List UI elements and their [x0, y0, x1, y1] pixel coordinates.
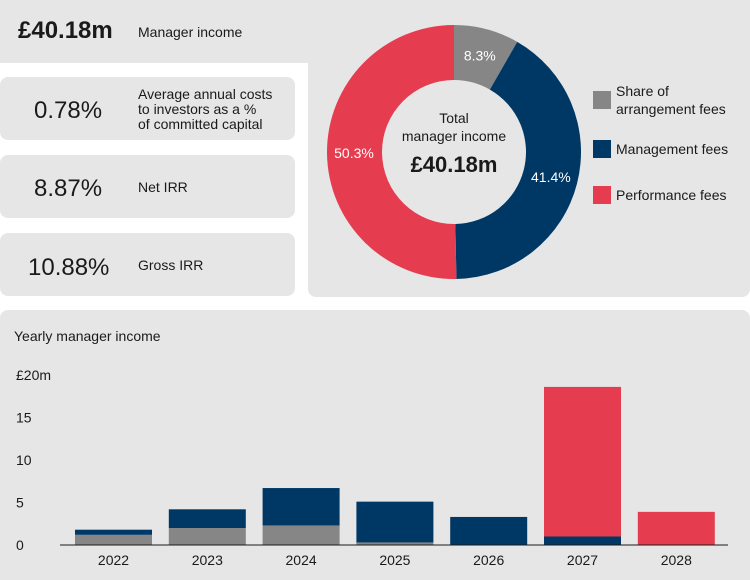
donut-panel: 8.3% 41.4% 50.3% Total manager income £40.… — [308, 0, 750, 297]
x-tick-label-2026: 2026 — [473, 552, 504, 568]
x-tick-label-2024: 2024 — [286, 552, 317, 568]
headline-label: Manager income — [138, 24, 243, 40]
bar-2027-1 — [544, 536, 621, 545]
bar-2023-1 — [168, 509, 246, 528]
donut-slice-2 — [327, 25, 457, 279]
kpi-label-net-irr: Net IRR — [138, 179, 188, 195]
bar-2028-2 — [637, 511, 715, 545]
kpi-label-costs-line-2: to investors as a % — [138, 101, 257, 117]
y-tick-label-3: 15 — [16, 410, 32, 426]
donut-slice-label-1: 41.4% — [531, 169, 571, 185]
bar-2022-0 — [75, 534, 152, 545]
yearly-income-chart: Yearly manager income 0 5 10 15 £20m 2022 202… — [14, 328, 728, 568]
headline-panel: £40.18m Manager income — [0, 0, 308, 63]
y-tick-label-2: 10 — [16, 452, 32, 468]
donut-center-label-1: Total — [439, 110, 469, 126]
y-tick-label-0: 0 — [16, 537, 24, 553]
kpi-label-costs-line-1: Average annual costs — [138, 86, 273, 102]
kpi-label-costs: Average annual costs to investors as a %… — [138, 87, 272, 132]
donut-slice-label-2: 50.3% — [334, 145, 374, 161]
x-tick-label-2022: 2022 — [98, 552, 129, 568]
kpi-value-costs: 0.78% — [34, 97, 103, 124]
donut-center-value: £40.18m — [411, 152, 498, 177]
bar-2024-1 — [262, 488, 340, 526]
donut-chart: 8.3% 41.4% 50.3% Total manager income £40.… — [327, 25, 728, 279]
headline-value: £40.18m — [18, 17, 113, 44]
legend-label-0-1: arrangement fees — [616, 101, 726, 117]
bar-2024-0 — [262, 525, 340, 545]
kpi-value-gross-irr: 10.88% — [28, 254, 110, 281]
yearly-income-panel: Yearly manager income 0 5 10 15 £20m 2022 202… — [0, 310, 750, 580]
bar-2027-2 — [544, 386, 621, 537]
legend-swatch-1 — [593, 140, 611, 158]
bar-chart-title: Yearly manager income — [14, 328, 161, 344]
kpi-card-net-irr: 8.87% Net IRR — [0, 155, 295, 218]
y-tick-label-1: 5 — [16, 495, 24, 511]
bar-2023-0 — [168, 528, 246, 545]
legend-label-1-0: Management fees — [616, 141, 728, 157]
bar-2026-1 — [450, 516, 528, 545]
bar-2025-1 — [356, 501, 434, 543]
kpi-card-gross-irr: 10.88% Gross IRR — [0, 233, 295, 296]
legend-swatch-0 — [593, 91, 611, 109]
x-tick-label-2023: 2023 — [192, 552, 223, 568]
legend-label-2-0: Performance fees — [616, 187, 727, 203]
kpi-value-net-irr: 8.87% — [34, 175, 103, 202]
kpi-label-gross-irr: Gross IRR — [138, 257, 204, 273]
kpi-card-costs: 0.78% Average annual costs to investors … — [0, 77, 295, 140]
x-tick-label-2027: 2027 — [567, 552, 598, 568]
donut-slice-0 — [454, 25, 518, 90]
y-tick-label-4: £20m — [16, 367, 51, 383]
donut-center-label-2: manager income — [402, 128, 506, 144]
donut-slice-1 — [455, 41, 581, 279]
x-tick-label-2028: 2028 — [661, 552, 692, 568]
x-tick-label-2025: 2025 — [379, 552, 410, 568]
bar-2022-1 — [75, 529, 152, 535]
kpi-label-costs-line-3: of committed capital — [138, 116, 263, 132]
legend-swatch-2 — [593, 186, 611, 204]
donut-slice-label-0: 8.3% — [464, 47, 496, 63]
legend-label-0-0: Share of — [616, 83, 669, 99]
bar-2025-0 — [356, 542, 434, 545]
